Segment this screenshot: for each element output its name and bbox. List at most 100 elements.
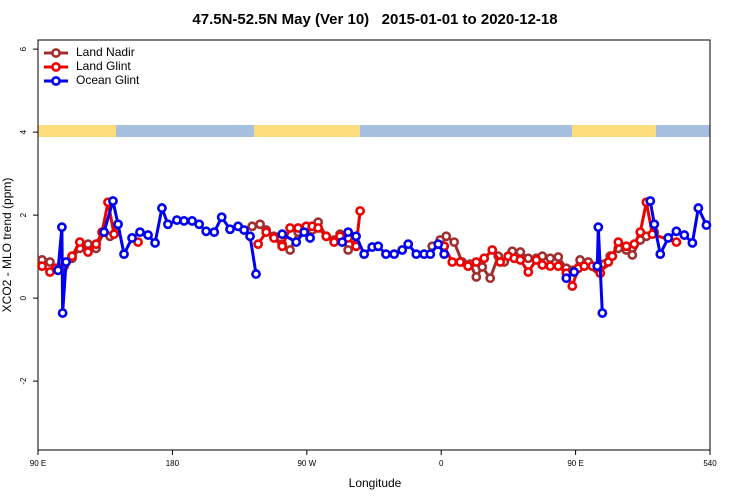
data-point: [56, 222, 67, 233]
data-point: [485, 273, 496, 284]
data-point: [269, 233, 279, 243]
data-point: [37, 261, 47, 272]
land-band: [572, 125, 656, 137]
data-point: [343, 245, 354, 255]
data-point: [425, 249, 436, 260]
data-point: [627, 250, 638, 260]
data-point: [593, 222, 604, 233]
data-point: [351, 231, 361, 242]
data-point: [285, 245, 295, 255]
data-point: [471, 257, 482, 267]
data-point: [645, 196, 656, 206]
legend-label: Land Nadir: [76, 45, 135, 59]
data-point: [389, 249, 400, 260]
data-point: [337, 237, 348, 247]
data-point: [471, 272, 482, 282]
data-point: [61, 257, 71, 267]
data-point: [447, 257, 458, 267]
data-point: [247, 221, 258, 232]
data-point: [523, 253, 534, 264]
y-tick-label: 4: [19, 129, 28, 134]
data-point: [57, 308, 68, 318]
land-band: [38, 125, 116, 137]
data-point: [355, 206, 366, 216]
y-axis-label: XCO2 - MLO trend (ppm): [0, 178, 14, 313]
data-point: [567, 281, 578, 291]
data-point: [693, 203, 704, 213]
data-point: [687, 238, 698, 248]
data-point: [157, 203, 167, 213]
data-point: [671, 237, 682, 247]
data-point: [291, 237, 302, 247]
x-tick-label: 90 E: [567, 459, 583, 468]
data-point: [135, 227, 145, 238]
data-point: [201, 226, 212, 237]
legend-marker: [51, 62, 61, 72]
legend-marker: [51, 48, 61, 58]
data-point: [45, 257, 55, 267]
data-point: [108, 196, 118, 206]
data-point: [579, 261, 590, 272]
legend-marker: [51, 76, 61, 86]
y-tick-label: 6: [19, 46, 28, 51]
data-point: [607, 251, 618, 262]
data-point: [225, 224, 235, 235]
data-point: [113, 219, 123, 230]
data-point: [261, 227, 272, 238]
x-axis-label: Longitude: [349, 476, 402, 490]
data-point: [299, 227, 310, 238]
data-point: [477, 262, 488, 272]
data-point: [553, 261, 564, 272]
data-point: [251, 269, 261, 279]
data-point: [597, 308, 608, 318]
data-point: [381, 249, 391, 260]
data-point: [433, 239, 444, 250]
data-point: [439, 249, 450, 260]
data-point: [463, 261, 473, 272]
data-point: [343, 227, 354, 238]
data-point: [537, 260, 548, 270]
y-tick-label: 0: [19, 295, 28, 300]
data-point: [663, 233, 674, 243]
data-point: [649, 219, 660, 230]
data-point: [74, 237, 85, 247]
data-point: [194, 219, 205, 230]
data-point: [255, 219, 265, 230]
legend-label: Ocean Glint: [76, 73, 140, 87]
x-tick-label: 90 W: [297, 459, 316, 468]
data-point: [455, 257, 466, 267]
land-ocean-strip: [38, 125, 710, 137]
data-point: [245, 231, 255, 242]
data-point: [67, 251, 77, 262]
data-point: [515, 255, 526, 265]
data-point: [575, 255, 585, 265]
data-point: [449, 237, 460, 247]
data-point: [313, 223, 324, 233]
data-point: [321, 231, 332, 242]
data-point: [569, 267, 580, 277]
data-point: [277, 241, 288, 252]
data-point: [305, 233, 315, 243]
data-point: [561, 273, 572, 284]
data-point: [592, 261, 603, 272]
data-point: [285, 223, 295, 233]
data-point: [359, 249, 370, 260]
data-point: [545, 253, 556, 264]
ocean-band: [38, 125, 710, 137]
data-point: [487, 245, 498, 255]
data-point: [701, 220, 712, 230]
data-point: [83, 247, 93, 257]
data-point: [515, 247, 526, 257]
x-tick-label: 0: [439, 459, 444, 468]
y-tick-label: -2: [19, 377, 28, 385]
data-point: [91, 239, 101, 250]
data-point: [239, 225, 249, 235]
data-point: [277, 229, 288, 240]
data-point: [179, 216, 189, 226]
chart-title: 47.5N-52.5N May (Ver 10) 2015-01-01 to 2…: [192, 11, 557, 28]
y-tick-label: 2: [19, 212, 28, 217]
x-tick-label: 540: [703, 459, 717, 468]
land-band: [254, 125, 360, 137]
